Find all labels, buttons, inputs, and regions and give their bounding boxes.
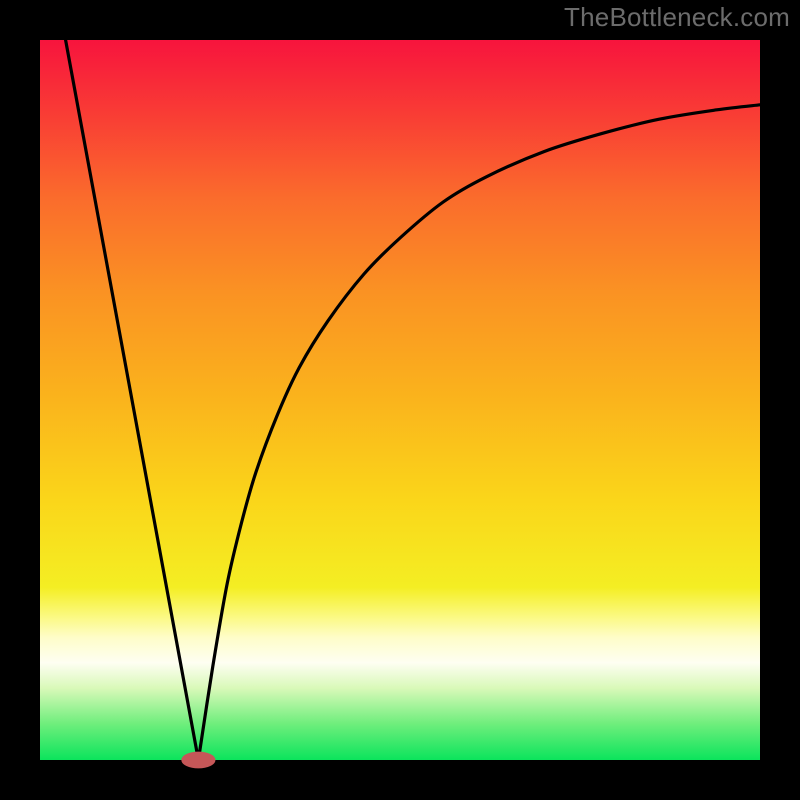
minimum-marker bbox=[182, 752, 215, 768]
watermark-text: TheBottleneck.com bbox=[564, 2, 790, 33]
bottleneck-chart bbox=[0, 0, 800, 800]
chart-gradient-bg bbox=[40, 40, 760, 760]
